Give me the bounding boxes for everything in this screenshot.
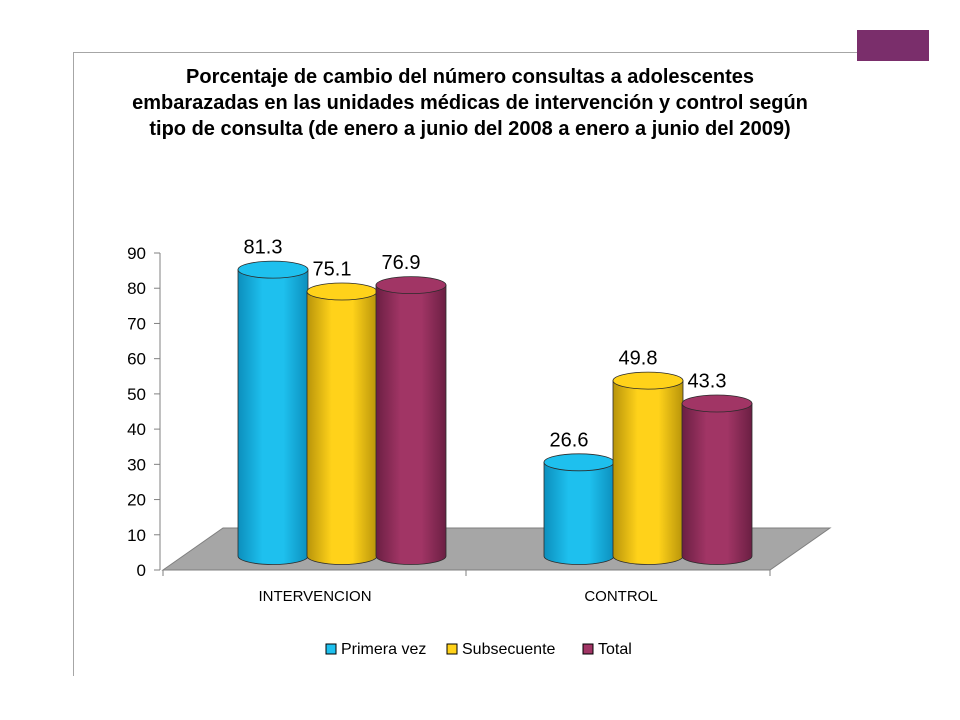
bar-primera-vez (544, 462, 614, 564)
data-label: 49.8 (619, 348, 658, 370)
bar-subsecuente (613, 381, 683, 565)
y-tick-label: 80 (127, 279, 146, 298)
bar-top (682, 395, 752, 412)
y-tick-label: 90 (127, 244, 146, 263)
y-tick-label: 20 (127, 491, 146, 510)
y-tick-label: 70 (127, 314, 146, 333)
legend-swatch (583, 644, 593, 654)
data-label: 26.6 (550, 429, 589, 451)
chart-area: 0 10 20 30 40 50 60 70 80 90 INTERVENCION CONTROL 81… (0, 0, 960, 720)
data-label: 76.9 (382, 252, 421, 274)
bar-total (682, 403, 752, 564)
bar-top (544, 454, 614, 471)
data-label: 43.3 (688, 370, 727, 392)
bar-top (376, 277, 446, 294)
legend-label: Total (598, 641, 632, 658)
legend-label: Subsecuente (462, 641, 556, 658)
category-label: CONTROL (584, 588, 657, 605)
bar-top (238, 261, 308, 278)
y-tick-label: 40 (127, 420, 146, 439)
y-tick-label: 10 (127, 526, 146, 545)
data-label: 81.3 (244, 237, 283, 259)
legend-label: Primera vez (341, 641, 426, 658)
legend-swatch (326, 644, 336, 654)
y-tick-label: 0 (137, 561, 146, 580)
y-tick-label: 30 (127, 455, 146, 474)
bar-total (376, 285, 446, 564)
bar-subsecuente (307, 291, 377, 564)
legend-swatch (447, 644, 457, 654)
category-label: INTERVENCION (258, 588, 371, 605)
bar-top (613, 372, 683, 389)
y-tick-label: 50 (127, 385, 146, 404)
bar-primera-vez (238, 270, 308, 565)
data-label: 75.1 (313, 258, 352, 280)
y-tick-label: 60 (127, 350, 146, 369)
bar-top (307, 283, 377, 300)
